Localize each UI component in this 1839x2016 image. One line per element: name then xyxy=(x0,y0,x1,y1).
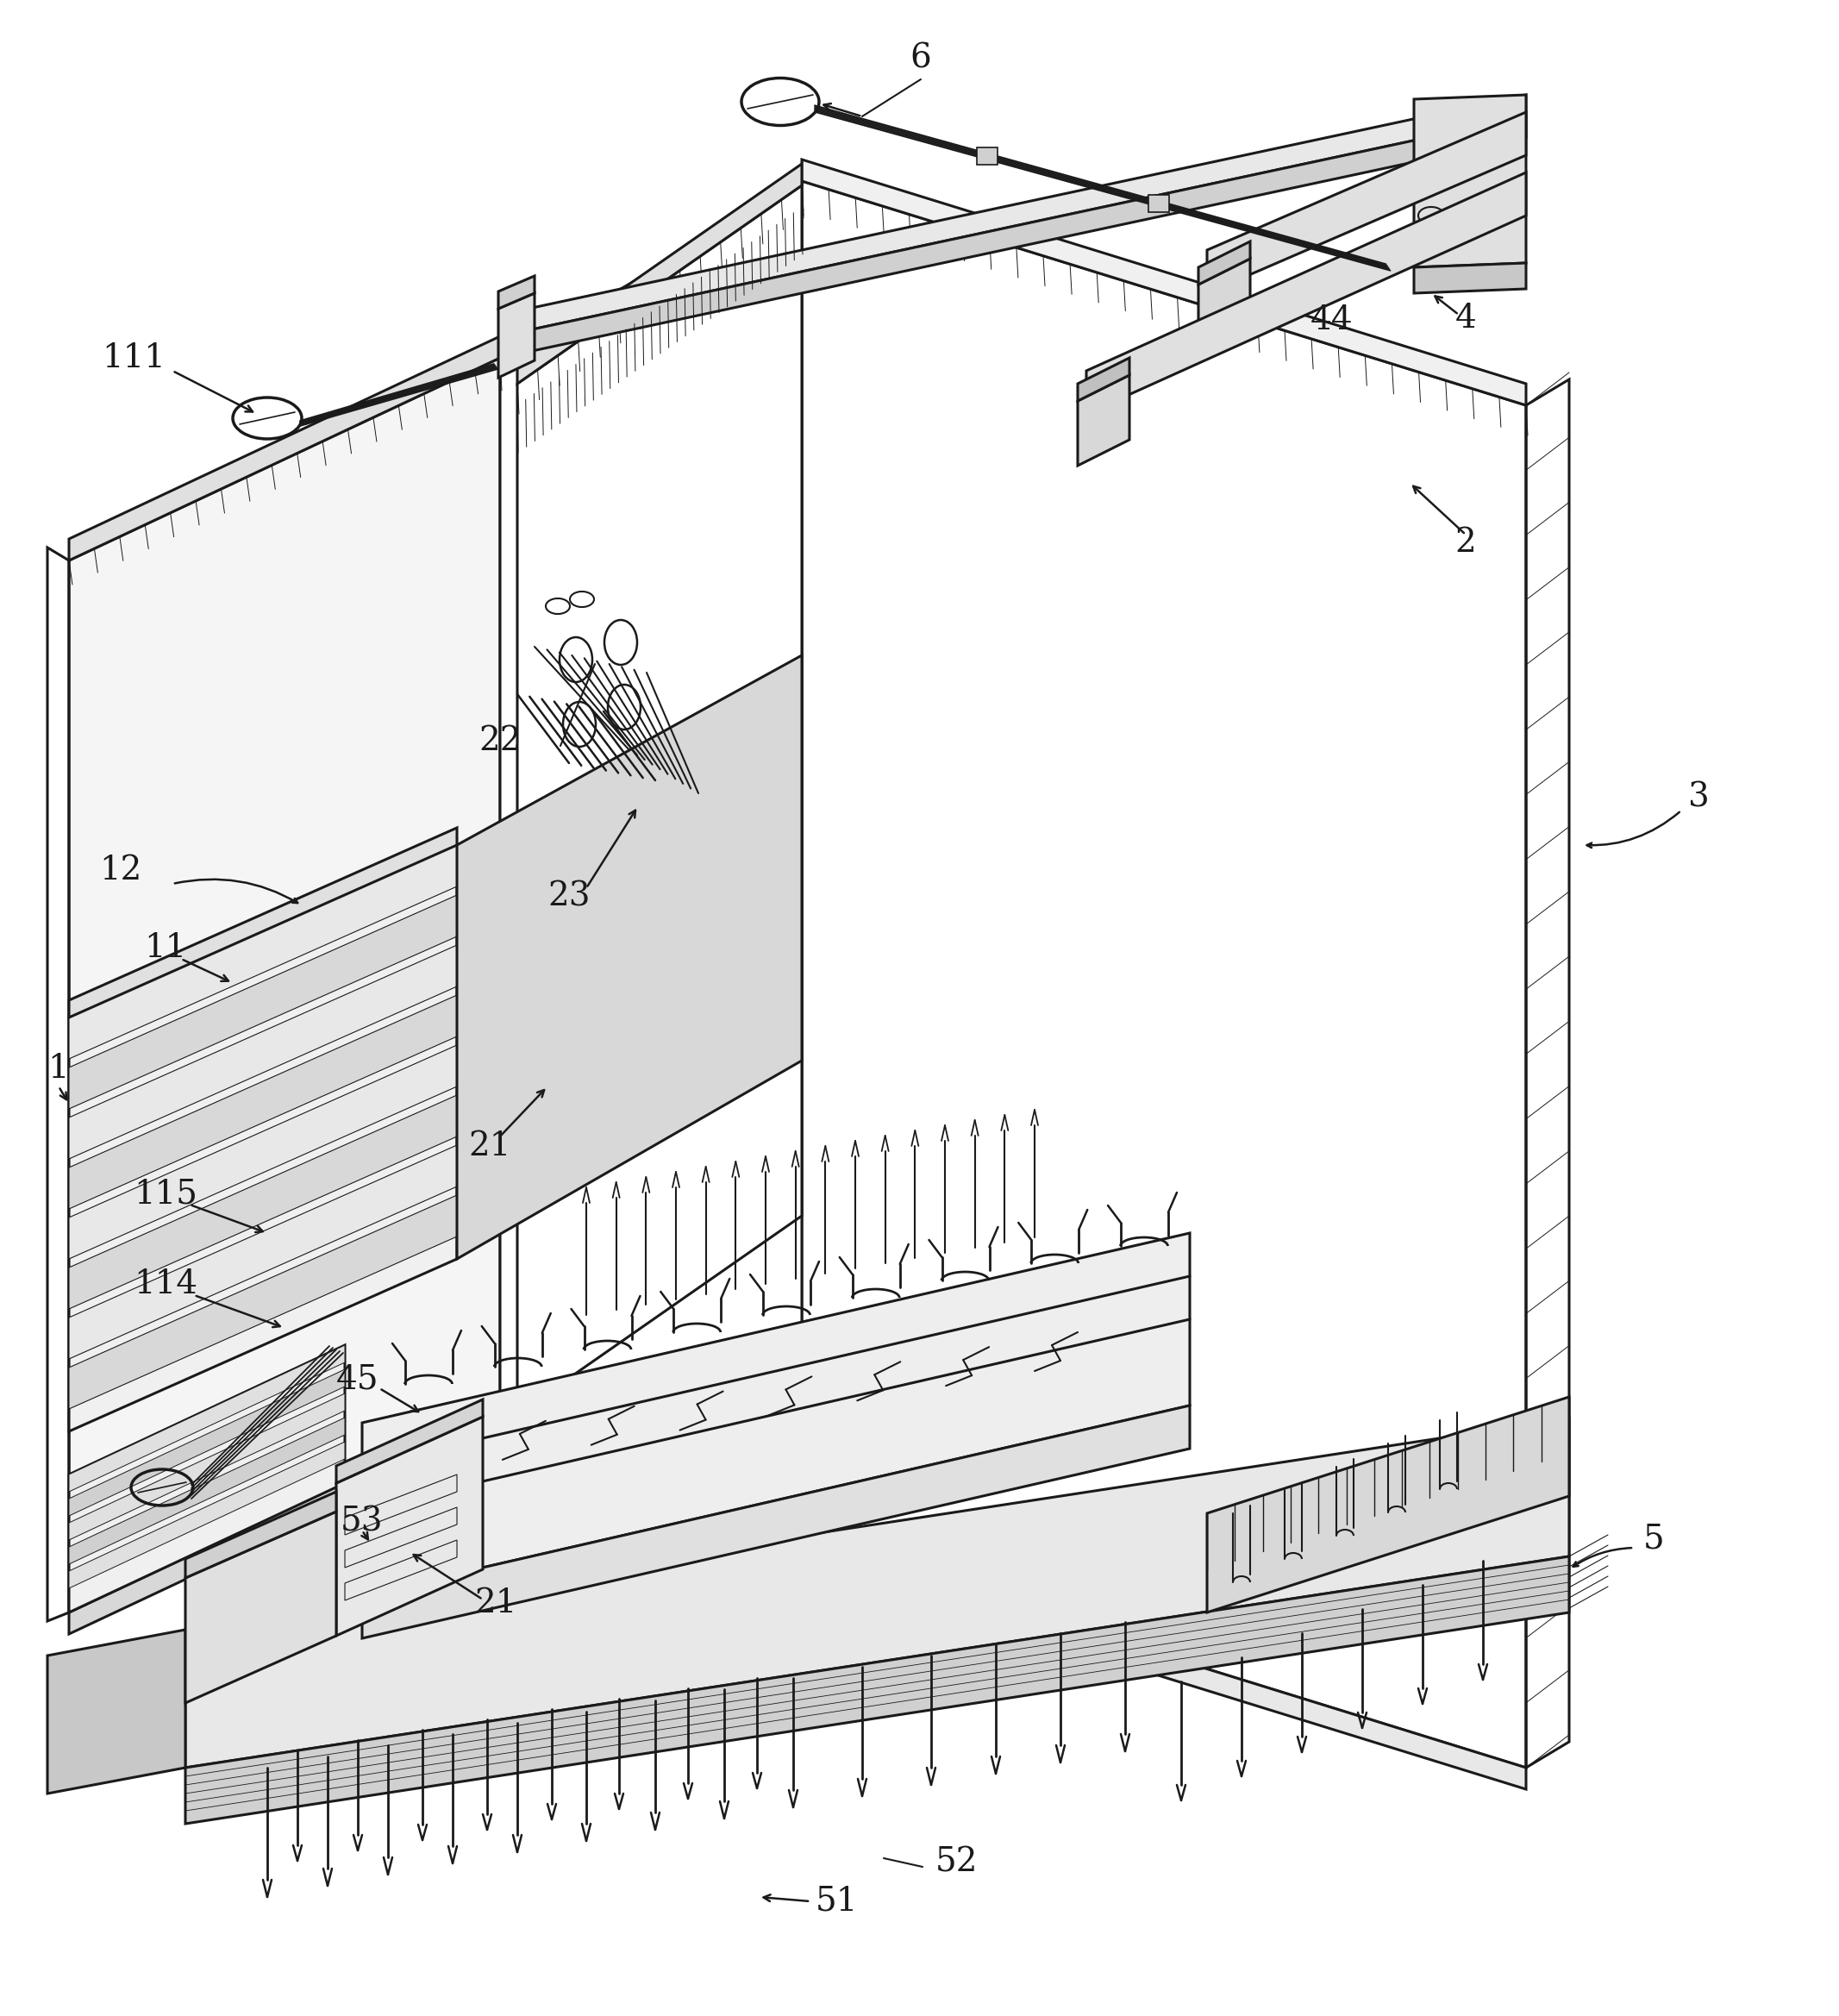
Polygon shape xyxy=(498,276,535,308)
Polygon shape xyxy=(70,337,500,560)
Polygon shape xyxy=(802,159,1526,405)
Polygon shape xyxy=(1087,173,1526,413)
Text: 3: 3 xyxy=(1688,782,1708,814)
Polygon shape xyxy=(500,185,802,1544)
Polygon shape xyxy=(1414,95,1526,268)
Polygon shape xyxy=(500,117,1526,359)
Polygon shape xyxy=(70,845,456,1058)
Polygon shape xyxy=(337,1399,484,1484)
Polygon shape xyxy=(70,1393,346,1540)
Polygon shape xyxy=(456,655,802,1258)
Polygon shape xyxy=(517,185,802,1413)
Text: 114: 114 xyxy=(134,1268,197,1300)
Text: 52: 52 xyxy=(936,1847,978,1879)
Text: 53: 53 xyxy=(340,1506,384,1538)
Polygon shape xyxy=(1206,1397,1569,1613)
Polygon shape xyxy=(70,1441,346,1589)
Polygon shape xyxy=(186,1419,1569,1768)
Text: 115: 115 xyxy=(134,1177,197,1210)
Text: 45: 45 xyxy=(337,1363,379,1395)
Polygon shape xyxy=(70,1417,346,1564)
Polygon shape xyxy=(70,1345,346,1492)
Polygon shape xyxy=(1078,375,1129,466)
Text: 11: 11 xyxy=(143,933,188,964)
Polygon shape xyxy=(186,1512,337,1704)
Text: 21: 21 xyxy=(469,1131,511,1163)
Polygon shape xyxy=(629,740,680,784)
Text: 21: 21 xyxy=(474,1589,517,1619)
Text: 23: 23 xyxy=(548,881,590,913)
Polygon shape xyxy=(70,895,456,1109)
Polygon shape xyxy=(48,1629,186,1794)
Polygon shape xyxy=(70,829,456,1018)
Polygon shape xyxy=(362,1405,1190,1639)
Polygon shape xyxy=(337,1417,484,1635)
Polygon shape xyxy=(70,845,456,1431)
Text: 22: 22 xyxy=(478,726,522,758)
Polygon shape xyxy=(70,359,500,1613)
Text: 44: 44 xyxy=(1311,304,1354,337)
Polygon shape xyxy=(70,946,456,1159)
Text: 2: 2 xyxy=(1455,528,1477,558)
Polygon shape xyxy=(1414,262,1526,292)
Text: 6: 6 xyxy=(910,42,932,75)
Polygon shape xyxy=(70,1369,346,1516)
Text: 51: 51 xyxy=(815,1885,857,1917)
Polygon shape xyxy=(70,1195,456,1409)
Polygon shape xyxy=(629,758,680,835)
Polygon shape xyxy=(70,1145,456,1359)
Polygon shape xyxy=(977,147,997,165)
Polygon shape xyxy=(70,996,456,1210)
Polygon shape xyxy=(1199,258,1251,353)
Polygon shape xyxy=(517,163,802,383)
Polygon shape xyxy=(70,1044,456,1258)
Text: 4: 4 xyxy=(1455,302,1477,335)
Polygon shape xyxy=(1148,196,1170,212)
Text: 12: 12 xyxy=(99,855,142,887)
Polygon shape xyxy=(1206,113,1526,292)
Text: 5: 5 xyxy=(1642,1524,1664,1554)
Polygon shape xyxy=(500,95,1526,337)
Polygon shape xyxy=(70,1345,346,1613)
Polygon shape xyxy=(186,1556,1569,1824)
Polygon shape xyxy=(70,1095,456,1308)
Polygon shape xyxy=(186,1492,337,1579)
Polygon shape xyxy=(1078,359,1129,401)
Text: 1: 1 xyxy=(48,1052,70,1085)
Polygon shape xyxy=(362,1234,1190,1595)
Polygon shape xyxy=(70,1409,500,1635)
Text: 111: 111 xyxy=(101,343,166,373)
Polygon shape xyxy=(1199,242,1251,284)
Polygon shape xyxy=(498,292,535,377)
Polygon shape xyxy=(802,1544,1526,1790)
